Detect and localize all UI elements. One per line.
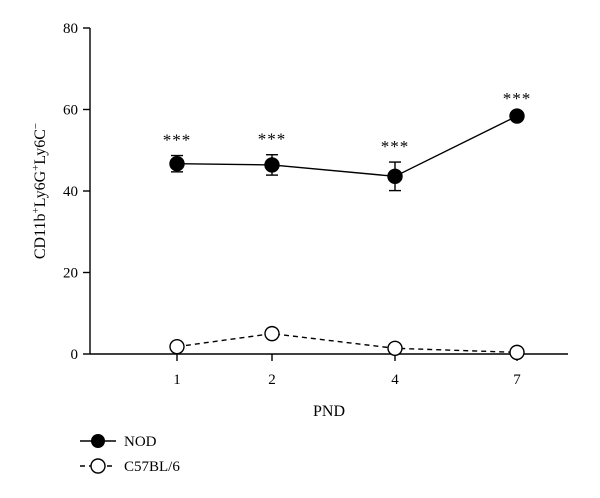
data-point-nod xyxy=(264,157,280,173)
series-line-nod xyxy=(176,115,518,178)
y-axis-title: CD11b+Ly6G+Ly6C− xyxy=(30,123,49,259)
series-c57bl6 xyxy=(169,325,525,361)
significance-annotation: *** xyxy=(163,131,192,150)
legend-label-c57bl6: C57BL/6 xyxy=(124,459,180,475)
data-point-c57bl6 xyxy=(169,338,185,355)
x-tick-label: 2 xyxy=(268,372,276,388)
significance-annotation: *** xyxy=(503,89,532,108)
significance-annotation: *** xyxy=(258,130,287,149)
legend-item-c57bl6: C57BL/6 xyxy=(80,458,180,475)
series-line-c57bl6 xyxy=(176,332,518,354)
y-ticks: 0 20 40 60 80 xyxy=(63,21,90,363)
legend-label-nod: NOD xyxy=(124,434,157,450)
x-axis-title: PND xyxy=(313,403,345,420)
data-point-c57bl6 xyxy=(509,344,525,361)
series-nod: *** *** *** *** xyxy=(163,89,532,192)
legend-item-nod: NOD xyxy=(80,434,157,450)
legend-marker-nod xyxy=(91,434,105,448)
data-point-c57bl6 xyxy=(387,340,403,356)
data-point-nod xyxy=(169,155,185,172)
x-tick-label: 4 xyxy=(391,372,399,388)
y-tick-label: 0 xyxy=(71,347,79,363)
significance-annotation: *** xyxy=(381,137,410,156)
legend: NOD C57BL/6 xyxy=(80,434,180,475)
y-tick-label: 40 xyxy=(63,184,78,200)
data-point-nod xyxy=(509,108,525,124)
legend-marker-c57bl6 xyxy=(90,458,106,474)
series-layer: *** *** *** *** xyxy=(163,89,532,361)
x-ticks: 1 2 4 7 xyxy=(173,354,521,388)
y-tick-label: 80 xyxy=(63,21,78,37)
data-point-c57bl6 xyxy=(264,325,280,342)
y-tick-label: 60 xyxy=(63,103,78,119)
x-tick-label: 1 xyxy=(173,372,181,388)
x-tick-label: 7 xyxy=(513,372,521,388)
data-point-nod xyxy=(387,168,403,185)
y-tick-label: 20 xyxy=(63,266,78,282)
